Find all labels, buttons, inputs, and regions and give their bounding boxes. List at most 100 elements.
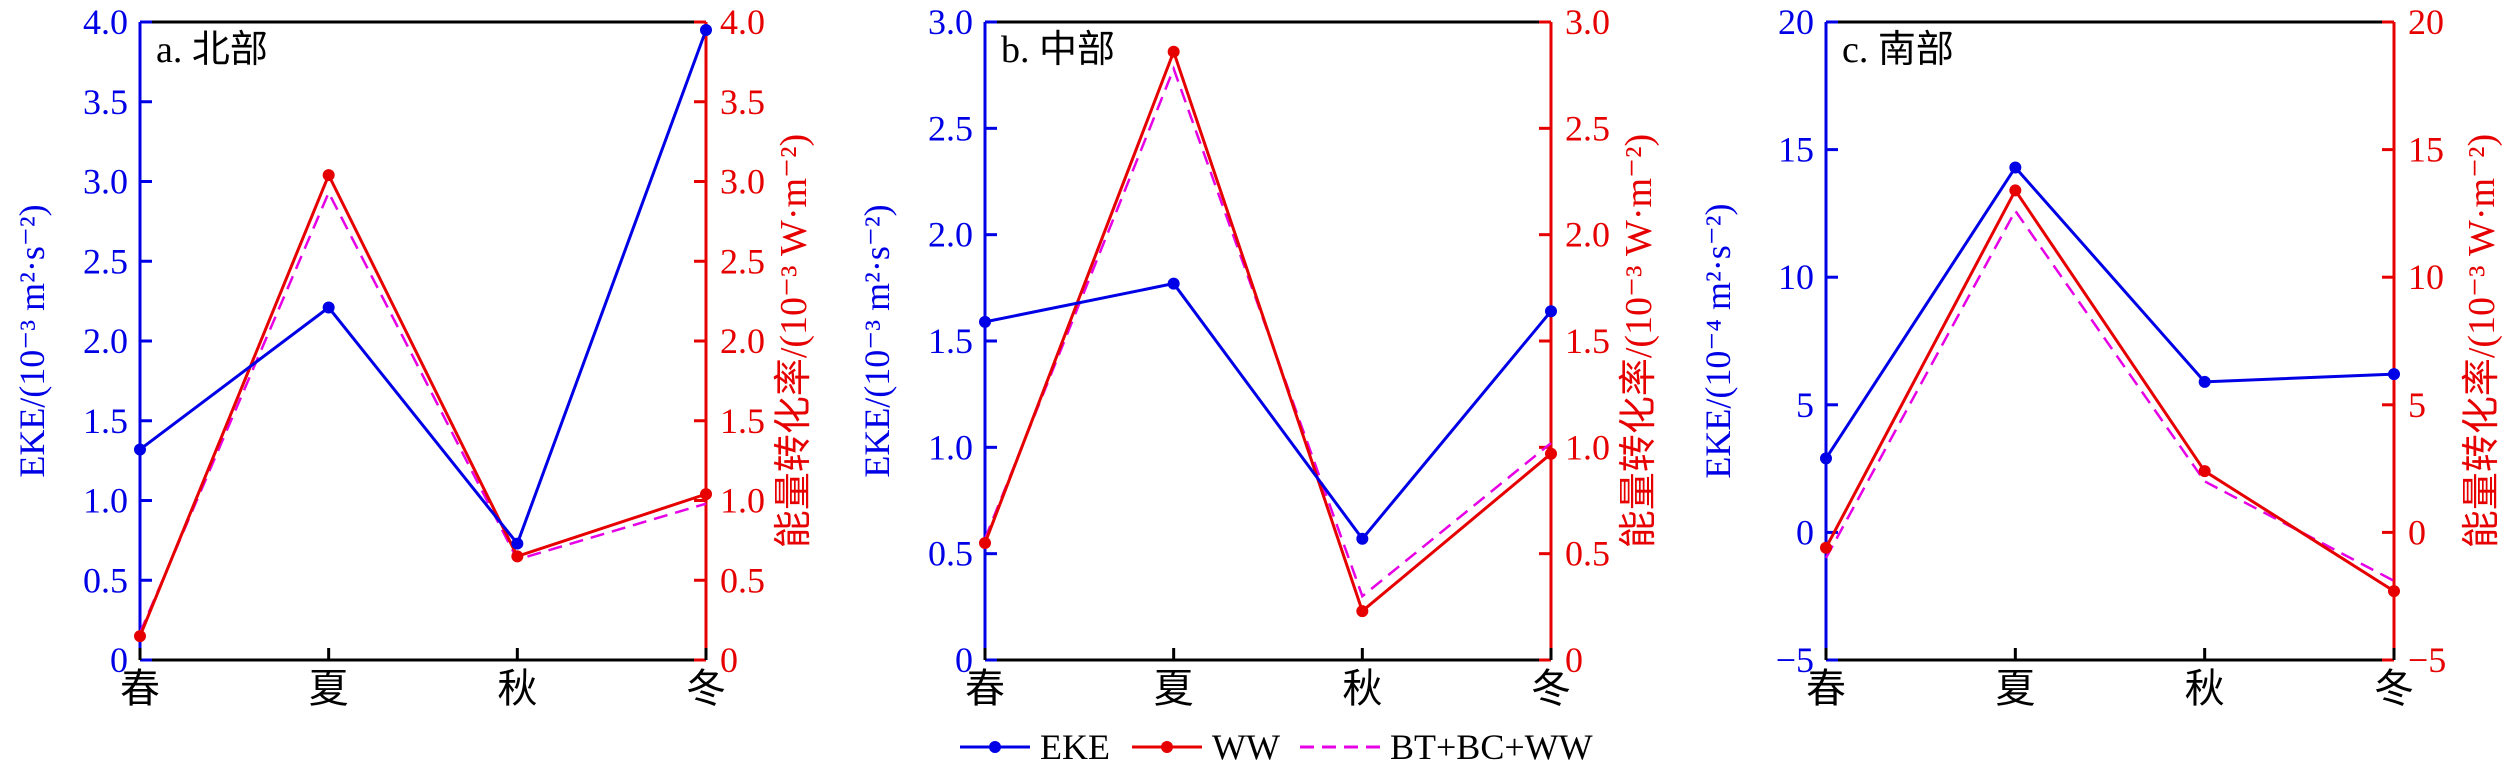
- left-tick-label: 0.5: [928, 534, 973, 574]
- right-tick-label: 2.0: [1565, 215, 1610, 255]
- right-tick-label: 2.5: [1565, 108, 1610, 148]
- data-point-eke: [979, 315, 991, 328]
- right-tick-label: 20: [2408, 2, 2444, 42]
- right-tick-label: 0.5: [1565, 534, 1610, 574]
- legend-label-bt-bc-ww: BT+BC+WW: [1390, 727, 1593, 767]
- left-tick-label: 1.0: [83, 481, 128, 521]
- data-point-ww: [322, 169, 335, 182]
- series-line-ww: [1824, 187, 2395, 593]
- data-point-ww: [134, 630, 146, 643]
- left-tick-label: 20: [1778, 2, 1814, 42]
- right-tick-label: 1.0: [1565, 427, 1610, 467]
- right-tick-label: 1.5: [720, 401, 765, 441]
- left-tick-label: 0: [110, 640, 128, 680]
- right-axis-title: 能量转化率/(10⁻³ W·m⁻²): [1618, 134, 1660, 548]
- left-tick-label: 10: [1778, 257, 1814, 297]
- x-tick-label: 春: [965, 666, 1005, 711]
- data-point-eke: [511, 537, 524, 550]
- left-tick-label: 0: [1796, 512, 1814, 552]
- data-point-eke: [1820, 452, 1832, 465]
- x-tick-label: 秋: [2185, 666, 2225, 711]
- left-tick-label: 1.5: [83, 401, 128, 441]
- legend-marker-eke: [989, 741, 1001, 753]
- series-line-eke: [984, 281, 1553, 542]
- x-tick-label: 冬: [686, 666, 726, 711]
- legend-label-ww: WW: [1212, 727, 1280, 767]
- data-point-ww: [1820, 541, 1832, 554]
- right-tick-label: 5: [2408, 385, 2426, 425]
- series-line-eke: [139, 29, 708, 547]
- left-tick-label: 2.0: [83, 321, 128, 361]
- right-tick-label: 2.0: [720, 321, 765, 361]
- data-point-ww: [2388, 585, 2400, 598]
- left-tick-label: 2.0: [928, 215, 973, 255]
- series-line-eke: [1824, 164, 2395, 460]
- x-tick-label: 春: [120, 666, 160, 711]
- data-point-eke: [1545, 305, 1557, 318]
- series-line-ww: [983, 47, 1552, 614]
- legend-label-eke: EKE: [1040, 727, 1110, 767]
- x-tick-label: 夏: [1995, 666, 2035, 711]
- chart-panel-1: 0 0.5 1.0 1.5 2.0 2.5 3.0 3.5 4.0 0 0.5 1.0 1.5 2.0 2.…: [12, 2, 815, 711]
- data-point-ww: [1545, 447, 1557, 460]
- left-tick-label: 15: [1778, 130, 1814, 170]
- panel-label: b. 中部: [1001, 29, 1115, 71]
- panel-label: c. 南部: [1842, 29, 1954, 71]
- data-point-eke: [322, 301, 335, 314]
- right-tick-label: 1.5: [1565, 321, 1610, 361]
- data-point-ww: [511, 550, 524, 563]
- data-point-ww: [2198, 465, 2211, 478]
- right-tick-label: −5: [2408, 640, 2446, 680]
- data-point-eke: [700, 23, 712, 36]
- x-tick-label: 秋: [1342, 666, 1382, 711]
- right-tick-label: 3.0: [1565, 2, 1610, 42]
- left-tick-label: 4.0: [83, 2, 128, 42]
- left-axis-title: EKE/(10⁻³ m²·s⁻²): [12, 204, 52, 477]
- left-tick-label: 3.0: [83, 162, 128, 202]
- x-tick-label: 秋: [497, 666, 537, 711]
- right-tick-label: 2.5: [720, 241, 765, 281]
- left-tick-label: 3.0: [928, 2, 973, 42]
- series-line-bt-bc-ww: [1824, 208, 2395, 582]
- left-tick-label: 2.5: [928, 108, 973, 148]
- left-axis-title: EKE/(10⁻³ m²·s⁻²): [857, 204, 897, 477]
- right-tick-label: 4.0: [720, 2, 765, 42]
- x-tick-label: 冬: [1531, 666, 1571, 711]
- left-tick-label: −5: [1776, 640, 1814, 680]
- data-point-eke: [1167, 277, 1180, 290]
- panel-label: a. 北部: [156, 29, 268, 71]
- left-axis-title: EKE/(10⁻⁴ m²·s⁻²): [1698, 203, 1738, 478]
- right-tick-label: 3.5: [720, 82, 765, 122]
- data-point-eke: [2388, 368, 2400, 381]
- right-axis-title: 能量转化率/(10⁻³ W·m⁻²): [773, 134, 815, 548]
- x-tick-label: 夏: [309, 666, 349, 711]
- right-tick-label: 1.0: [720, 481, 765, 521]
- chart-panel-3: −5 0 5 10 15 20 −5 0 5 10 15 20 春 夏 秋 冬 EKE/(10⁻⁴ m²·s⁻²…: [1698, 2, 2503, 711]
- data-point-ww: [2009, 184, 2022, 197]
- left-tick-label: 0: [955, 640, 973, 680]
- left-tick-label: 0.5: [83, 560, 128, 600]
- left-tick-label: 1.0: [928, 427, 973, 467]
- right-tick-label: 10: [2408, 257, 2444, 297]
- left-tick-label: 3.5: [83, 82, 128, 122]
- data-point-eke: [1356, 532, 1369, 545]
- left-tick-label: 2.5: [83, 241, 128, 281]
- right-tick-label: 0: [2408, 512, 2426, 552]
- right-axis-title: 能量转化率/(10⁻³ W·m⁻²): [2461, 134, 2503, 548]
- data-point-eke: [134, 443, 146, 456]
- chart-panel-2: 0 0.5 1.0 1.5 2.0 2.5 3.0 0 0.5 1.0 1.5 2.0 2.5 3.0 春 夏…: [857, 2, 1660, 711]
- left-tick-label: 1.5: [928, 321, 973, 361]
- series-line-ww: [138, 171, 707, 637]
- data-point-ww: [700, 488, 712, 501]
- right-tick-label: 15: [2408, 130, 2444, 170]
- right-tick-label: 0.5: [720, 560, 765, 600]
- right-tick-label: 0: [720, 640, 738, 680]
- legend: EKE WW BT+BC+WW: [960, 727, 1593, 767]
- x-tick-label: 夏: [1154, 666, 1194, 711]
- x-tick-label: 冬: [2374, 666, 2414, 711]
- data-point-ww: [1356, 605, 1369, 618]
- data-point-eke: [2009, 161, 2022, 174]
- data-point-ww: [979, 537, 991, 550]
- right-tick-label: 0: [1565, 640, 1583, 680]
